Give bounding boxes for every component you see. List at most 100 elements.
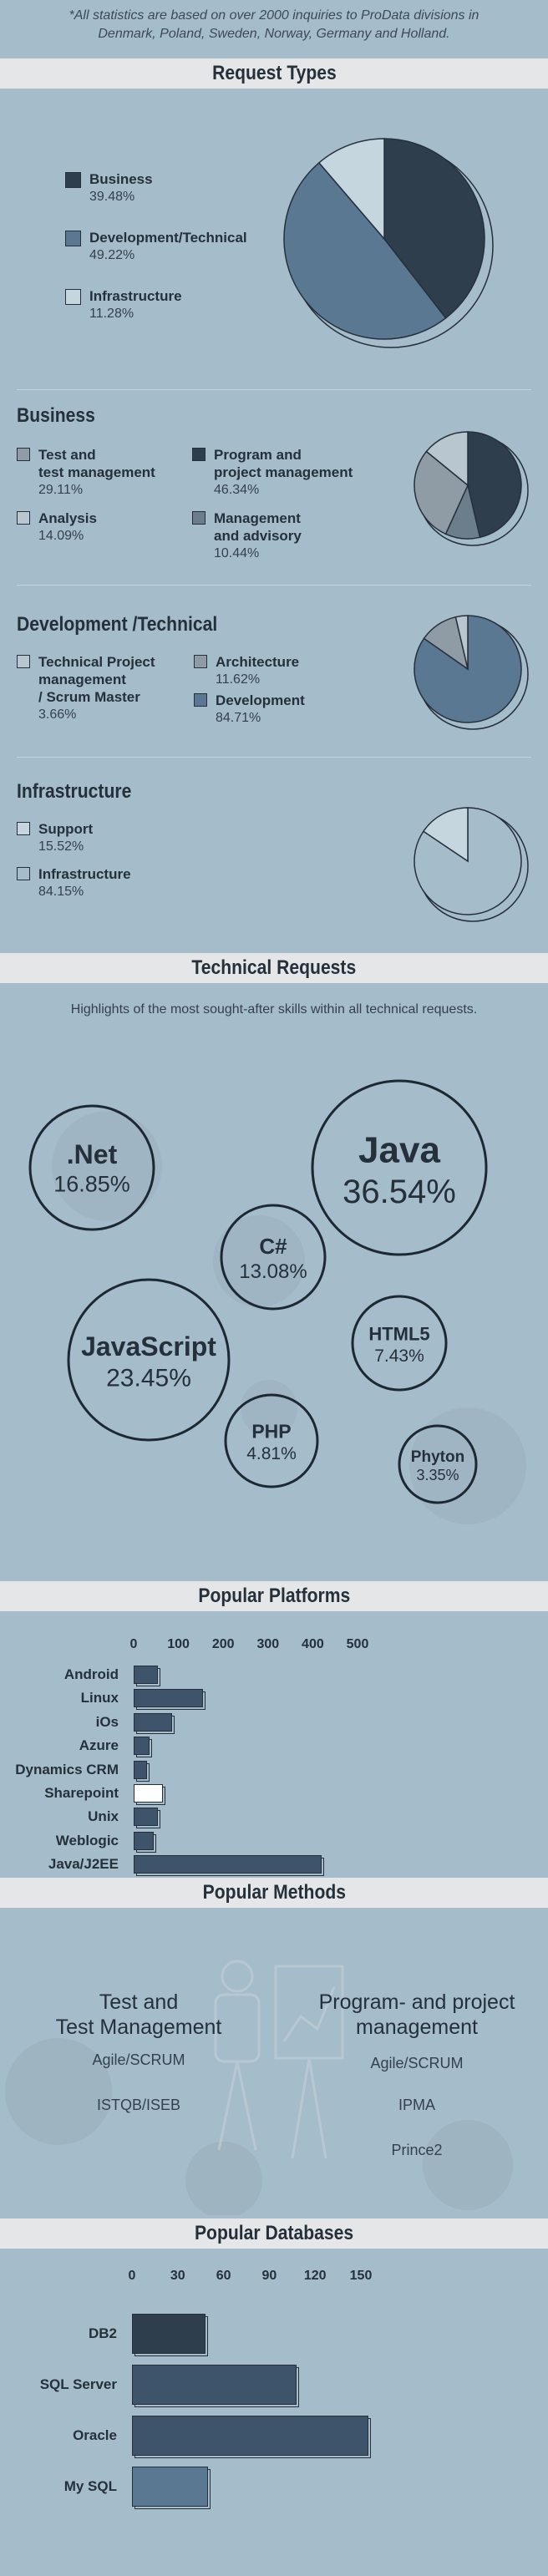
bubble-name: HTML5 xyxy=(368,1324,429,1345)
legend-swatch xyxy=(65,289,81,305)
bar-label: Dynamics CRM xyxy=(15,1761,119,1777)
axis-tick: 300 xyxy=(256,1637,280,1651)
legend-swatch xyxy=(192,511,206,525)
decor-circle xyxy=(5,2038,112,2145)
method-item: ISTQB/ISEB xyxy=(96,2097,181,2113)
bubble xyxy=(220,1204,327,1311)
legend-item: Technical Project management / Scrum Maste… xyxy=(17,653,155,724)
axis-tick: 90 xyxy=(261,2269,277,2283)
methods-band: Popular Methods xyxy=(0,1878,548,1908)
legend-item: Development 84.71% xyxy=(194,692,305,728)
legend-value: 39.48% xyxy=(89,190,135,204)
legend-value: 46.34% xyxy=(214,483,260,497)
bar-label: Azure xyxy=(79,1737,119,1754)
pie-slice xyxy=(414,450,469,535)
legend-label: Program and project management xyxy=(214,447,353,480)
legend-value: 49.22% xyxy=(89,248,135,262)
pie-slice xyxy=(283,161,447,340)
bar xyxy=(134,1737,150,1756)
bar-label: DB2 xyxy=(88,2325,117,2341)
pie-slice xyxy=(414,615,522,723)
legend-swatch xyxy=(17,822,30,835)
axis-tick: 120 xyxy=(303,2269,327,2283)
legend-swatch xyxy=(17,867,30,880)
bubble-name: Phyton xyxy=(411,1448,464,1466)
bar xyxy=(132,2416,369,2456)
legend-value: 3.66% xyxy=(38,707,77,722)
legend-label: Support xyxy=(38,821,94,837)
bar xyxy=(134,1784,163,1803)
bubble xyxy=(311,1079,488,1256)
axis-tick: 60 xyxy=(216,2269,231,2283)
bar xyxy=(134,1712,172,1732)
legend-item: Analysis 14.09% xyxy=(17,510,97,545)
legend-value: 10.44% xyxy=(214,546,260,560)
bubble-value: 36.54% xyxy=(342,1174,456,1210)
decor-circle xyxy=(185,2142,262,2215)
legend-value: 11.28% xyxy=(89,307,134,321)
bar-label: Unix xyxy=(88,1808,119,1825)
bar-label: Sharepoint xyxy=(44,1785,119,1801)
request-types-pie xyxy=(283,138,494,348)
bubble-value: 7.43% xyxy=(374,1346,424,1366)
legend-item: Program and project management 46.34% xyxy=(192,446,353,499)
bubble-value: 23.45% xyxy=(106,1365,191,1392)
bar xyxy=(134,1666,159,1684)
divider xyxy=(17,585,531,586)
bar-label: Oracle xyxy=(73,2427,117,2443)
platforms-band: Popular Platforms xyxy=(0,1581,548,1611)
axis-tick: 30 xyxy=(170,2269,185,2283)
decor-circle xyxy=(423,2120,513,2210)
infra-title: Infrastructure xyxy=(17,780,132,803)
legend-swatch xyxy=(194,655,207,668)
bubble xyxy=(67,1278,231,1442)
legend-swatch xyxy=(17,655,30,668)
technical-band: Technical Requests xyxy=(0,953,548,983)
presenter-icon xyxy=(214,1960,344,2159)
legend-item: Architecture 11.62% xyxy=(194,653,299,689)
axis-tick: 400 xyxy=(302,1637,324,1651)
legend-item: Infrastructure 11.28% xyxy=(65,287,182,323)
legend-value: 14.09% xyxy=(38,529,84,543)
bar-label: Weblogic xyxy=(55,1832,119,1848)
bubble xyxy=(224,1393,319,1488)
axis-tick: 0 xyxy=(128,2269,136,2283)
pie-slice xyxy=(454,615,469,670)
legend-label: Analysis xyxy=(38,510,97,526)
legend-value: 84.15% xyxy=(38,885,84,899)
legend-item: Management and advisory 10.44% xyxy=(192,510,302,563)
bubble-name: PHP xyxy=(251,1421,291,1443)
legend-label: Development xyxy=(216,692,305,708)
legend-value: 15.52% xyxy=(38,839,84,854)
business-pie xyxy=(414,431,529,546)
legend-swatch xyxy=(194,693,207,707)
bar xyxy=(134,1855,322,1874)
infra-pie xyxy=(414,807,529,922)
legend-label: Technical Project management / Scrum Maste… xyxy=(38,654,155,705)
request-types-band: Request Types xyxy=(0,58,548,89)
bubble-value: 16.85% xyxy=(53,1171,130,1196)
legend-label: Test and test management xyxy=(38,447,155,480)
pie-slice xyxy=(383,138,485,319)
methods-col-title: Test and Test Management xyxy=(55,1990,222,2039)
bubble-value: 4.81% xyxy=(246,1444,297,1463)
bar-label: Linux xyxy=(80,1690,119,1706)
legend-item: Development/Technical 49.22% xyxy=(65,229,247,265)
bar-label: My SQL xyxy=(63,2478,117,2494)
legend-swatch xyxy=(65,172,81,188)
bar xyxy=(132,2467,209,2507)
bubble-value: 13.08% xyxy=(239,1260,307,1283)
axis-tick: 0 xyxy=(129,1637,138,1651)
bubble-name: Java xyxy=(358,1129,440,1170)
bar xyxy=(134,1808,159,1827)
legend-label: Development/Technical xyxy=(89,230,247,246)
methods-decor xyxy=(5,1960,513,2215)
axis-tick: 150 xyxy=(349,2269,373,2283)
bar xyxy=(134,1831,155,1850)
legend-value: 84.71% xyxy=(216,711,261,725)
legend-label: Infrastructure xyxy=(89,288,182,304)
bubble xyxy=(351,1295,448,1392)
bar xyxy=(134,1689,204,1708)
bar-label: SQL Server xyxy=(39,2376,117,2392)
